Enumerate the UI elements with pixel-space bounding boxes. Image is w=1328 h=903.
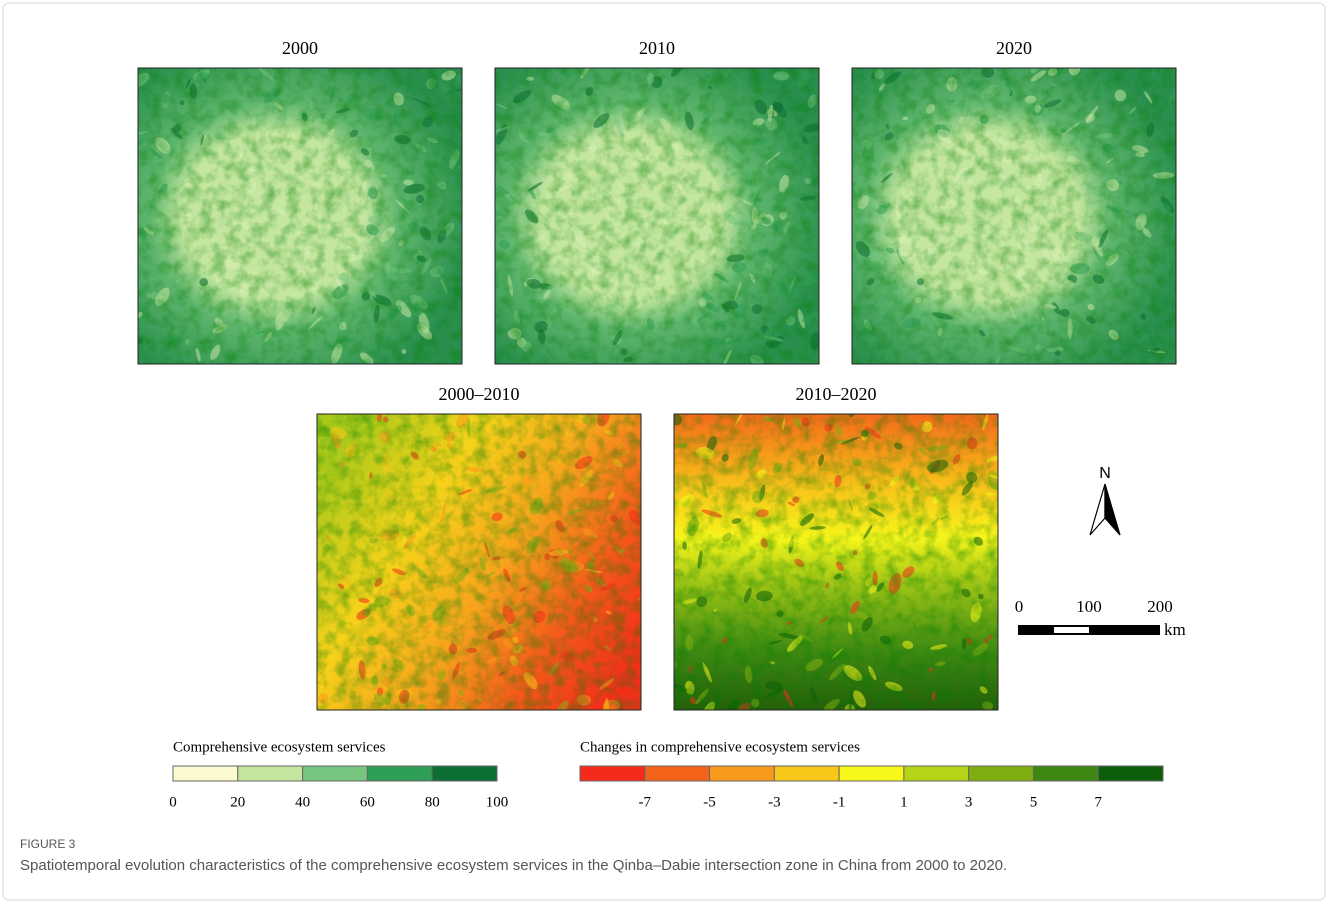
legend-swatch xyxy=(645,766,710,781)
legend-label: 60 xyxy=(360,794,375,810)
north-label: N xyxy=(1099,465,1111,482)
legend-swatch xyxy=(303,766,368,781)
legend-swatch xyxy=(432,766,497,781)
legend-swatch xyxy=(904,766,969,781)
caption-label: FIGURE 3 xyxy=(20,837,76,851)
panel-title: 2010–2020 xyxy=(796,384,877,404)
legend-label: 40 xyxy=(295,794,310,810)
noise xyxy=(317,414,641,710)
legend-label: -7 xyxy=(639,794,652,810)
map xyxy=(128,65,467,366)
legend-swatch xyxy=(774,766,839,781)
legend-swatch xyxy=(238,766,303,781)
legend-label: 20 xyxy=(230,794,245,810)
scale-label: 100 xyxy=(1076,597,1102,616)
legend-label: 0 xyxy=(169,794,177,810)
legend-title: Changes in comprehensive ecosystem servi… xyxy=(580,739,860,755)
map xyxy=(313,408,647,721)
map xyxy=(486,59,824,369)
panel-title: 2020 xyxy=(996,38,1032,58)
page: 2000201020202000–20102010–2020 N 0 100 2… xyxy=(0,0,1328,903)
noise xyxy=(852,68,1176,364)
noise xyxy=(495,68,819,364)
noise xyxy=(674,414,998,710)
panel-title: 2010 xyxy=(639,38,675,58)
legend-swatch xyxy=(969,766,1034,781)
caption-text: Spatiotemporal evolution characteristics… xyxy=(20,857,1007,874)
legend-label: 5 xyxy=(1030,794,1038,810)
legend-swatch xyxy=(1033,766,1098,781)
legend-label: -1 xyxy=(833,794,846,810)
legend-label: 3 xyxy=(965,794,973,810)
legend-swatch xyxy=(173,766,238,781)
panel-title: 2000 xyxy=(282,38,318,58)
scale-label: 0 xyxy=(1015,597,1024,616)
north-arrow xyxy=(1105,484,1120,535)
legend-swatch xyxy=(1098,766,1163,781)
legend-label: -5 xyxy=(703,794,716,810)
map xyxy=(852,61,1181,371)
legend-swatch xyxy=(839,766,904,781)
map xyxy=(666,409,1003,719)
north-arrow xyxy=(1090,484,1105,535)
legend-swatch xyxy=(580,766,645,781)
legend-swatch xyxy=(710,766,775,781)
panel-title: 2000–2010 xyxy=(439,384,520,404)
legend-label: 100 xyxy=(486,794,509,810)
legend-label: 1 xyxy=(900,794,908,810)
figure: 2000201020202000–20102010–2020 N 0 100 2… xyxy=(0,0,1328,903)
scale-label: 200 xyxy=(1147,597,1173,616)
legend-label: 7 xyxy=(1094,794,1102,810)
legend-swatch xyxy=(367,766,432,781)
legend-label: 80 xyxy=(425,794,440,810)
scale-bar xyxy=(1054,627,1089,633)
legend-title: Comprehensive ecosystem services xyxy=(173,739,386,755)
scale-unit: km xyxy=(1164,620,1186,639)
legend-label: -3 xyxy=(768,794,781,810)
noise xyxy=(138,68,462,364)
